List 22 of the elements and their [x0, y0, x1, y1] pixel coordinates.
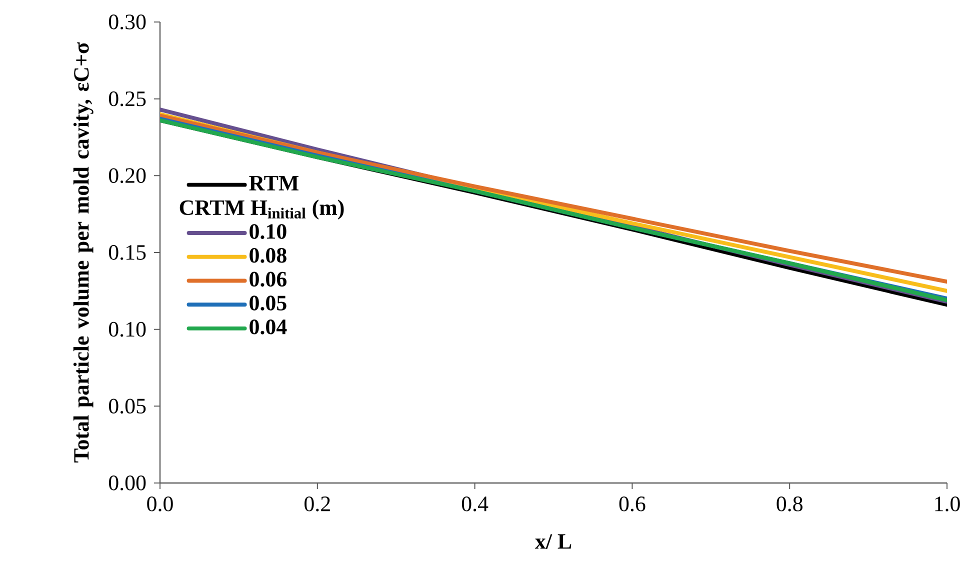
- x-tick-label: 0.6: [619, 496, 646, 512]
- x-tick-label: 1.0: [935, 496, 960, 512]
- x-tick-label: 0.4: [462, 496, 488, 512]
- y-axis-title: Total particle volume per mold cavity, εC+σ: [73, 42, 94, 463]
- y-tick-label: 0.20: [108, 168, 146, 184]
- y-tick-label: 0.15: [108, 245, 146, 260]
- legend-label: 0.04: [250, 319, 287, 334]
- legend-label: RTM: [249, 176, 299, 190]
- legend-title: CRTM H$_{initial}$ (m): [180, 200, 344, 220]
- y-tick-label: 0.30: [108, 14, 146, 30]
- y-tick-label: 0.25: [108, 91, 146, 106]
- x-tick-label: 0.2: [304, 496, 330, 512]
- x-axis-title: x/ L: [535, 534, 572, 549]
- y-tick-label: 0.05: [108, 398, 146, 414]
- x-tick-label: 0.0: [147, 496, 173, 512]
- x-tick-label: 0.8: [776, 496, 802, 512]
- legend-label: 0.10: [250, 224, 286, 239]
- y-tick-label: 0.00: [108, 476, 146, 490]
- y-tick-label: 0.10: [108, 322, 146, 337]
- legend-label: 0.08: [250, 248, 286, 263]
- legend-label: 0.05: [250, 296, 286, 311]
- legend-label: 0.06: [250, 272, 286, 287]
